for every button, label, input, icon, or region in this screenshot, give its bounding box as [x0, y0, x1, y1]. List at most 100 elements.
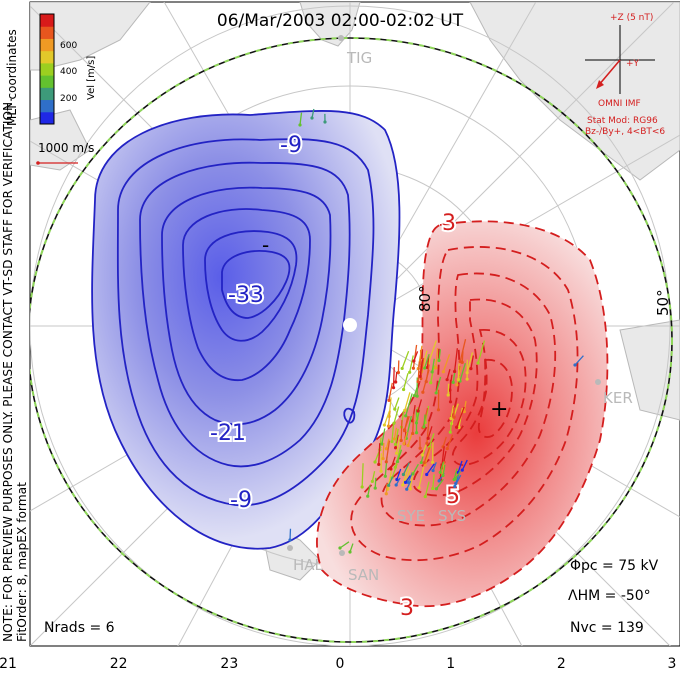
station-marker — [595, 379, 601, 385]
potential-max-marker: + — [490, 397, 508, 422]
velocity-vector — [385, 440, 391, 462]
velocity-vector — [374, 477, 377, 489]
vector-origin — [405, 487, 409, 491]
velocity-vector — [391, 424, 395, 442]
vector-origin — [298, 123, 302, 127]
contour-label-inner-neg: -33 — [228, 283, 264, 308]
velocity-vector — [378, 443, 381, 465]
velocity-vector — [382, 442, 385, 459]
velocity-vector — [383, 410, 391, 426]
vector-origin — [394, 380, 398, 384]
vector-origin — [370, 479, 374, 483]
velocity-vector — [387, 410, 391, 427]
mlt-tick-label: 0 — [336, 656, 345, 672]
vector-origin — [457, 425, 461, 430]
velocity-vector — [381, 428, 386, 445]
contour-label-bottom-neg: -9 — [230, 488, 252, 513]
vector-origin — [393, 446, 398, 450]
velocity-vector — [367, 484, 371, 497]
velocity-vector — [463, 400, 467, 412]
vector-origin — [423, 366, 427, 370]
velocity-vector — [439, 461, 445, 473]
imf-clock: +Z (5 nT) +Y OMNI IMF Stat Mod: RG96 Bz-… — [585, 13, 665, 137]
velocity-vector — [395, 435, 401, 454]
vector-origin — [392, 437, 397, 441]
colorbar-tick: 600 — [60, 41, 77, 51]
vector-origin — [453, 369, 457, 374]
vector-origin — [338, 546, 342, 550]
velocity-vector — [432, 474, 435, 489]
vector-origin — [415, 394, 419, 398]
nvc-stat: Nvc = 139 — [570, 620, 644, 636]
velocity-vector — [442, 436, 447, 448]
mlt-tick-label: 23 — [220, 656, 238, 672]
colorbar-segment — [40, 111, 54, 125]
vector-origin — [429, 381, 433, 385]
velocity-vector — [394, 397, 400, 410]
vector-origin — [366, 494, 370, 498]
colorbar-segment — [40, 99, 54, 113]
velocity-vector — [371, 471, 376, 482]
velocity-vector — [453, 468, 458, 480]
vector-origin — [434, 391, 438, 395]
velocity-vector — [405, 469, 411, 482]
vector-origin — [384, 447, 389, 451]
velocity-vector — [431, 358, 435, 373]
velocity-vector — [395, 371, 398, 383]
vector-origin — [465, 377, 469, 381]
velocity-vector — [426, 421, 430, 444]
velocity-vector — [401, 350, 410, 369]
vector-origin — [437, 358, 441, 363]
velocity-vector — [456, 406, 465, 428]
lat-label-50: 50° — [654, 289, 672, 316]
vector-origin — [414, 421, 419, 425]
vector-origin — [393, 442, 398, 446]
velocity-vector — [427, 426, 433, 439]
velocity-vector — [457, 460, 463, 473]
colorbar-segment — [40, 50, 54, 64]
vector-origin — [451, 380, 455, 384]
vector-origin — [411, 431, 415, 436]
nrads-stat: Nrads = 6 — [44, 620, 115, 636]
vector-origin — [403, 408, 407, 412]
station-label: HAL — [293, 556, 324, 574]
velocity-vector — [388, 382, 393, 401]
vector-origin — [422, 461, 426, 465]
vector-origin — [412, 359, 416, 363]
vector-origin — [387, 398, 391, 402]
vector-origin — [434, 487, 439, 491]
vector-origin — [382, 423, 387, 427]
vector-origin — [441, 370, 445, 374]
colorbar-label: Vel [m/s] — [86, 56, 97, 100]
velocity-vector — [396, 468, 402, 480]
vector-origin — [400, 366, 404, 371]
vector-origin — [391, 386, 396, 390]
colorbar-tick: 400 — [60, 67, 77, 77]
velocity-vector — [435, 348, 439, 368]
station-label: SAN — [348, 566, 379, 584]
colorbar-segment — [40, 87, 54, 101]
vector-origin — [469, 367, 473, 371]
velocity-vector — [402, 373, 409, 390]
velocity-vector — [339, 541, 350, 549]
contour-label-mid-pos: 5 — [446, 484, 460, 509]
negative-cell-fill — [91, 110, 401, 550]
imf-source: OMNI IMF — [598, 99, 641, 109]
velocity-vector — [385, 438, 390, 449]
velocity-vector — [403, 416, 410, 431]
velocity-vector — [449, 421, 453, 433]
velocity-vector — [393, 427, 398, 440]
velocity-vector — [459, 339, 467, 362]
velocity-vector — [412, 413, 415, 434]
velocity-vector — [442, 461, 445, 474]
contour-label-top-pos: 3 — [442, 211, 456, 236]
velocity-vector — [405, 415, 412, 439]
vector-origin — [431, 468, 435, 473]
vector-origin — [431, 486, 435, 491]
velocity-vector — [453, 348, 458, 372]
vector-origin — [360, 485, 364, 489]
velocity-vector — [427, 340, 437, 364]
lat-label-80: 80° — [416, 285, 434, 312]
vector-origin — [420, 453, 425, 457]
lambda-hm-stat: ΛHM = -50° — [568, 588, 651, 604]
